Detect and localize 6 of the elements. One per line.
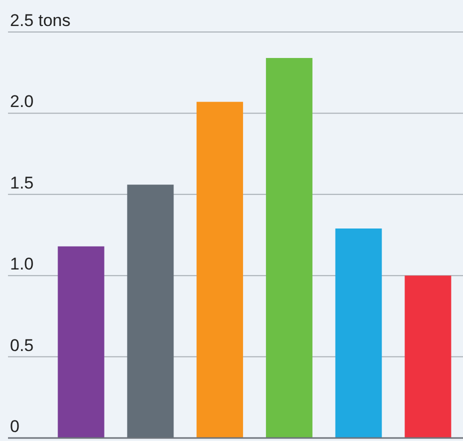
y-tick-label: 2.5 tons	[10, 11, 70, 30]
y-tick-label: 0.5	[10, 336, 34, 355]
y-tick-label: 2.0	[10, 92, 34, 112]
y-tick-label: 0	[10, 417, 20, 436]
y-tick-label: 1.0	[10, 254, 34, 274]
y-tick-label: 1.5	[10, 173, 34, 192]
